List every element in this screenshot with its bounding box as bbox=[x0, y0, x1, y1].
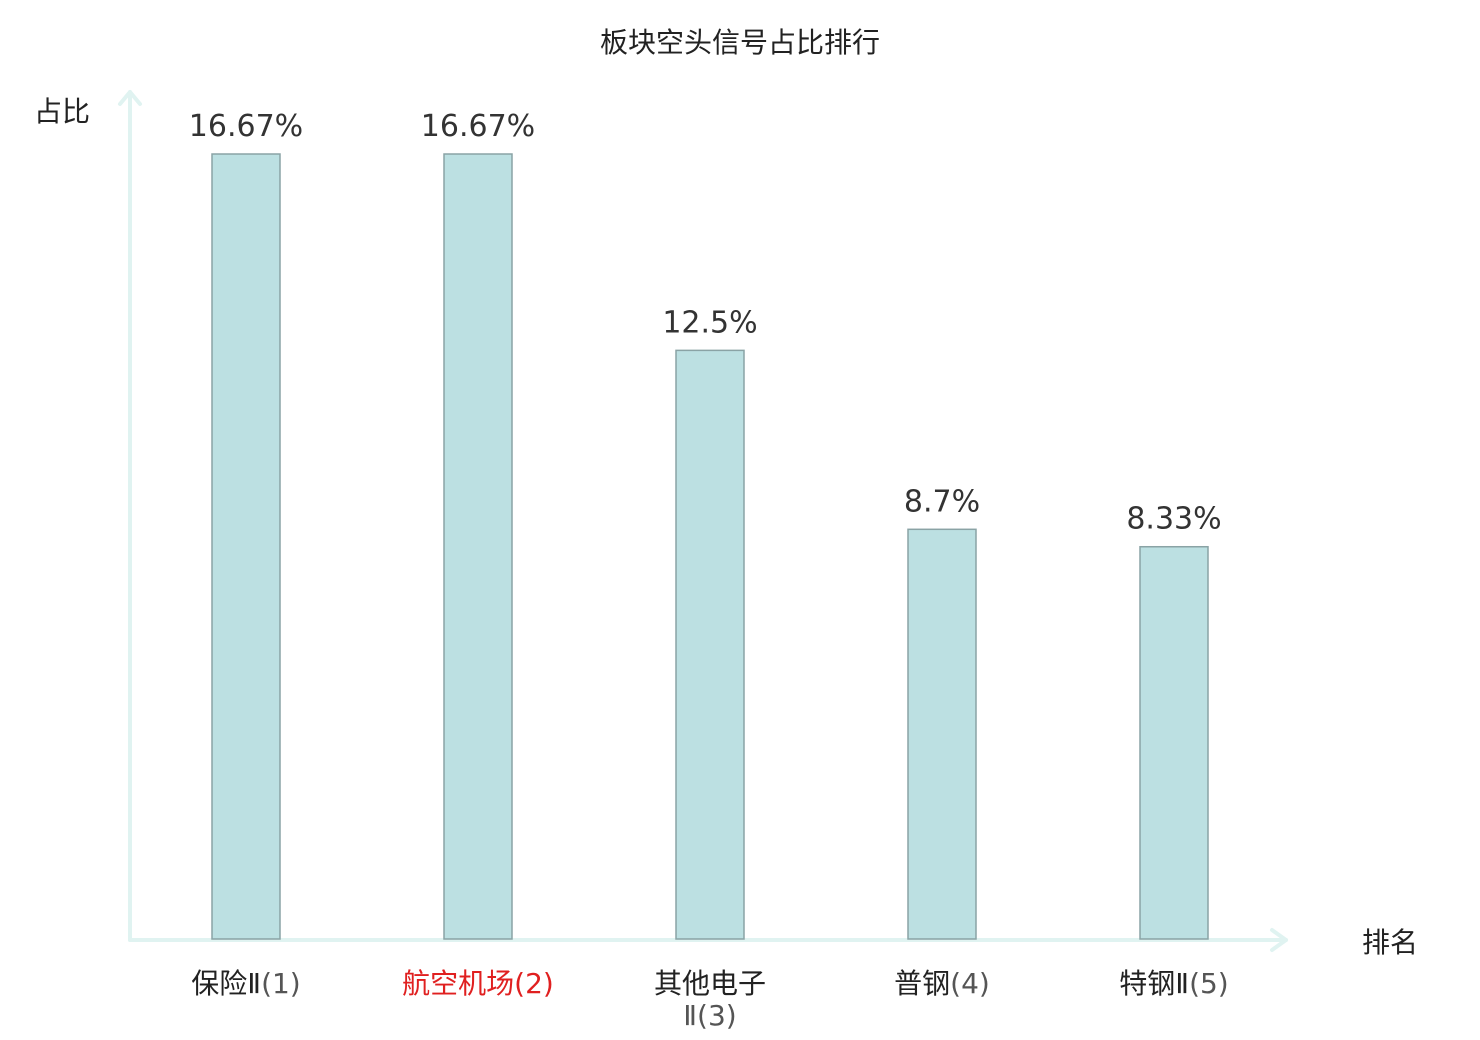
category-label-2: 航空机场(2) bbox=[402, 967, 554, 1000]
category-label-1: 保险Ⅱ(1) bbox=[191, 967, 300, 1000]
bar-5 bbox=[1139, 545, 1209, 940]
bar-1 bbox=[211, 153, 281, 940]
value-label-5: 8.33% bbox=[1126, 502, 1221, 537]
y-axis-label: 占比 bbox=[34, 95, 90, 128]
y-axis-arrow bbox=[118, 90, 142, 106]
category-label-4: 普钢(4) bbox=[894, 967, 990, 1000]
bar-2 bbox=[443, 153, 513, 940]
category-labels: 保险Ⅱ(1) 航空机场(2) 其他电子 Ⅱ(3) 普钢(4) 特钢Ⅱ(5) bbox=[191, 967, 1228, 1032]
value-label-3: 12.5% bbox=[662, 305, 757, 340]
value-label-2: 16.67% bbox=[421, 109, 535, 144]
bar-series bbox=[211, 153, 1209, 940]
bar-4 bbox=[907, 528, 977, 940]
value-labels: 16.67% 16.67% 12.5% 8.7% 8.33% bbox=[189, 109, 1222, 537]
category-label-5: 特钢Ⅱ(5) bbox=[1119, 967, 1228, 1000]
x-axis-arrow bbox=[1270, 928, 1288, 952]
x-axis-label: 排名 bbox=[1362, 926, 1418, 959]
value-label-1: 16.67% bbox=[189, 109, 303, 144]
value-label-4: 8.7% bbox=[904, 484, 980, 519]
bar-3 bbox=[675, 349, 745, 940]
category-label-3: 其他电子 Ⅱ(3) bbox=[654, 967, 766, 1032]
chart-title: 板块空头信号占比排行 bbox=[600, 26, 880, 59]
